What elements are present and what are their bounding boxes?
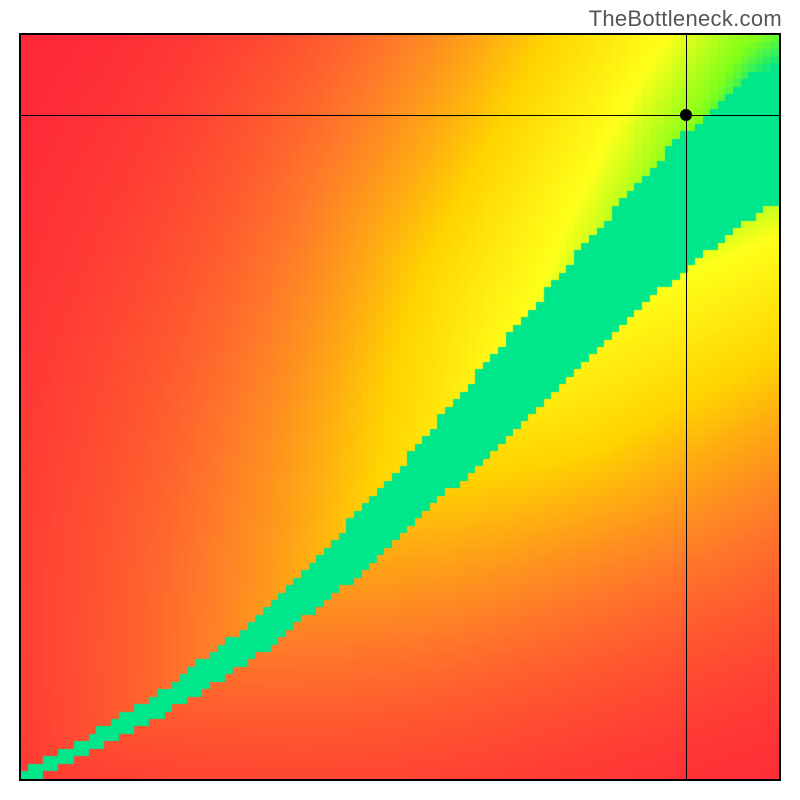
heatmap-chart	[19, 33, 781, 781]
crosshair-horizontal-line	[21, 115, 779, 116]
watermark-text: TheBottleneck.com	[589, 6, 782, 32]
crosshair-point	[680, 109, 692, 121]
crosshair-vertical-line	[686, 35, 687, 779]
root-container: TheBottleneck.com	[0, 0, 800, 800]
heatmap-canvas	[21, 35, 779, 779]
